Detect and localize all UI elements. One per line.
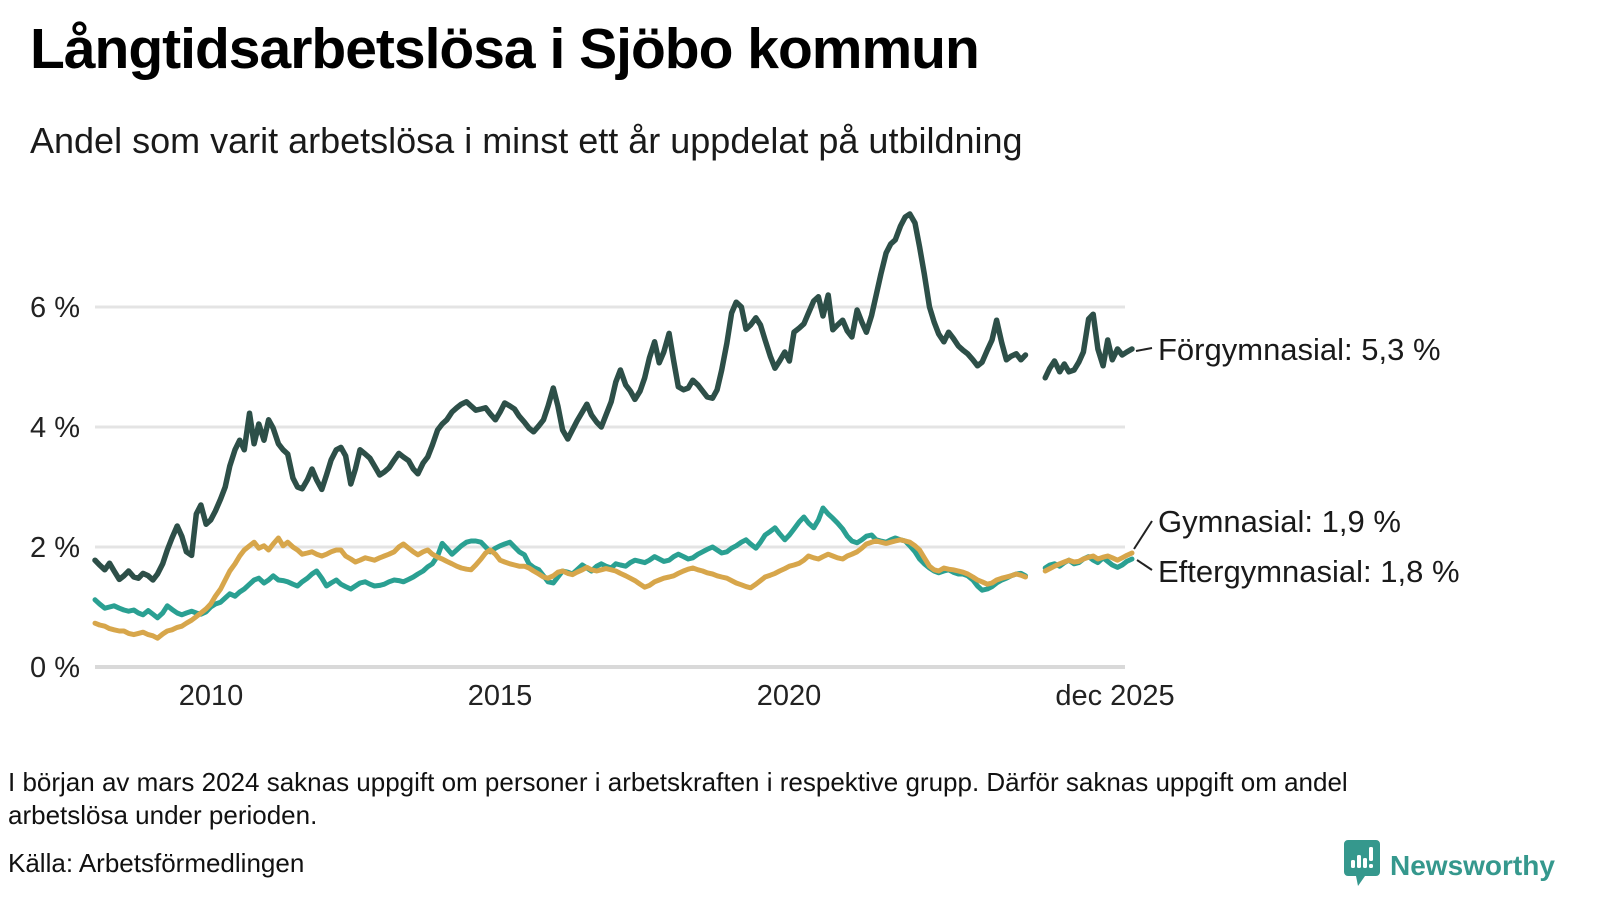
annotations: Förgymnasial: 5,3 % Gymnasial: 1,9 % Eft… (1133, 332, 1460, 589)
source-text: Källa: Arbetsförmedlingen (8, 848, 305, 878)
newsworthy-pin-icon (1342, 838, 1382, 893)
y-tick-2: 2 % (30, 532, 80, 564)
line-gymnasial (1042, 550, 1135, 574)
newsworthy-logo: Newsworthy (1342, 838, 1555, 893)
footnote: I början av mars 2024 saknas uppgift om … (8, 767, 1348, 831)
x-tick-2015: 2015 (468, 680, 533, 712)
leader-forgymnasial (1135, 347, 1153, 352)
leader-eftergymnasial (1136, 559, 1153, 571)
y-tick-0: 0 % (30, 652, 80, 684)
page-title: Långtidsarbetslösa i Sjöbo kommun (30, 17, 980, 81)
annotation-gymnasial: Gymnasial: 1,9 % (1158, 504, 1401, 539)
series-lines (92, 211, 1135, 641)
x-tick-2010: 2010 (179, 680, 244, 712)
x-axis: 2010 2015 2020 dec 2025 (179, 680, 1175, 712)
annotation-forgymnasial: Förgymnasial: 5,3 % (1158, 332, 1441, 367)
y-tick-4: 4 % (30, 412, 80, 444)
y-axis: 6 % 4 % 2 % 0 % (30, 292, 80, 684)
y-tick-6: 6 % (30, 292, 80, 324)
leader-gymnasial (1133, 520, 1153, 550)
annotation-eftergymnasial: Eftergymnasial: 1,8 % (1158, 554, 1460, 589)
page-subtitle: Andel som varit arbetslösa i minst ett å… (30, 120, 1023, 161)
gridlines (95, 305, 1125, 669)
line-forgymnasial (1042, 311, 1135, 381)
x-tick-2020: 2020 (757, 680, 822, 712)
newsworthy-wordmark: Newsworthy (1390, 849, 1555, 881)
x-tick-dec-2025: dec 2025 (1055, 680, 1174, 712)
line-forgymnasial (92, 211, 1029, 583)
line-gymnasial (92, 535, 1028, 641)
